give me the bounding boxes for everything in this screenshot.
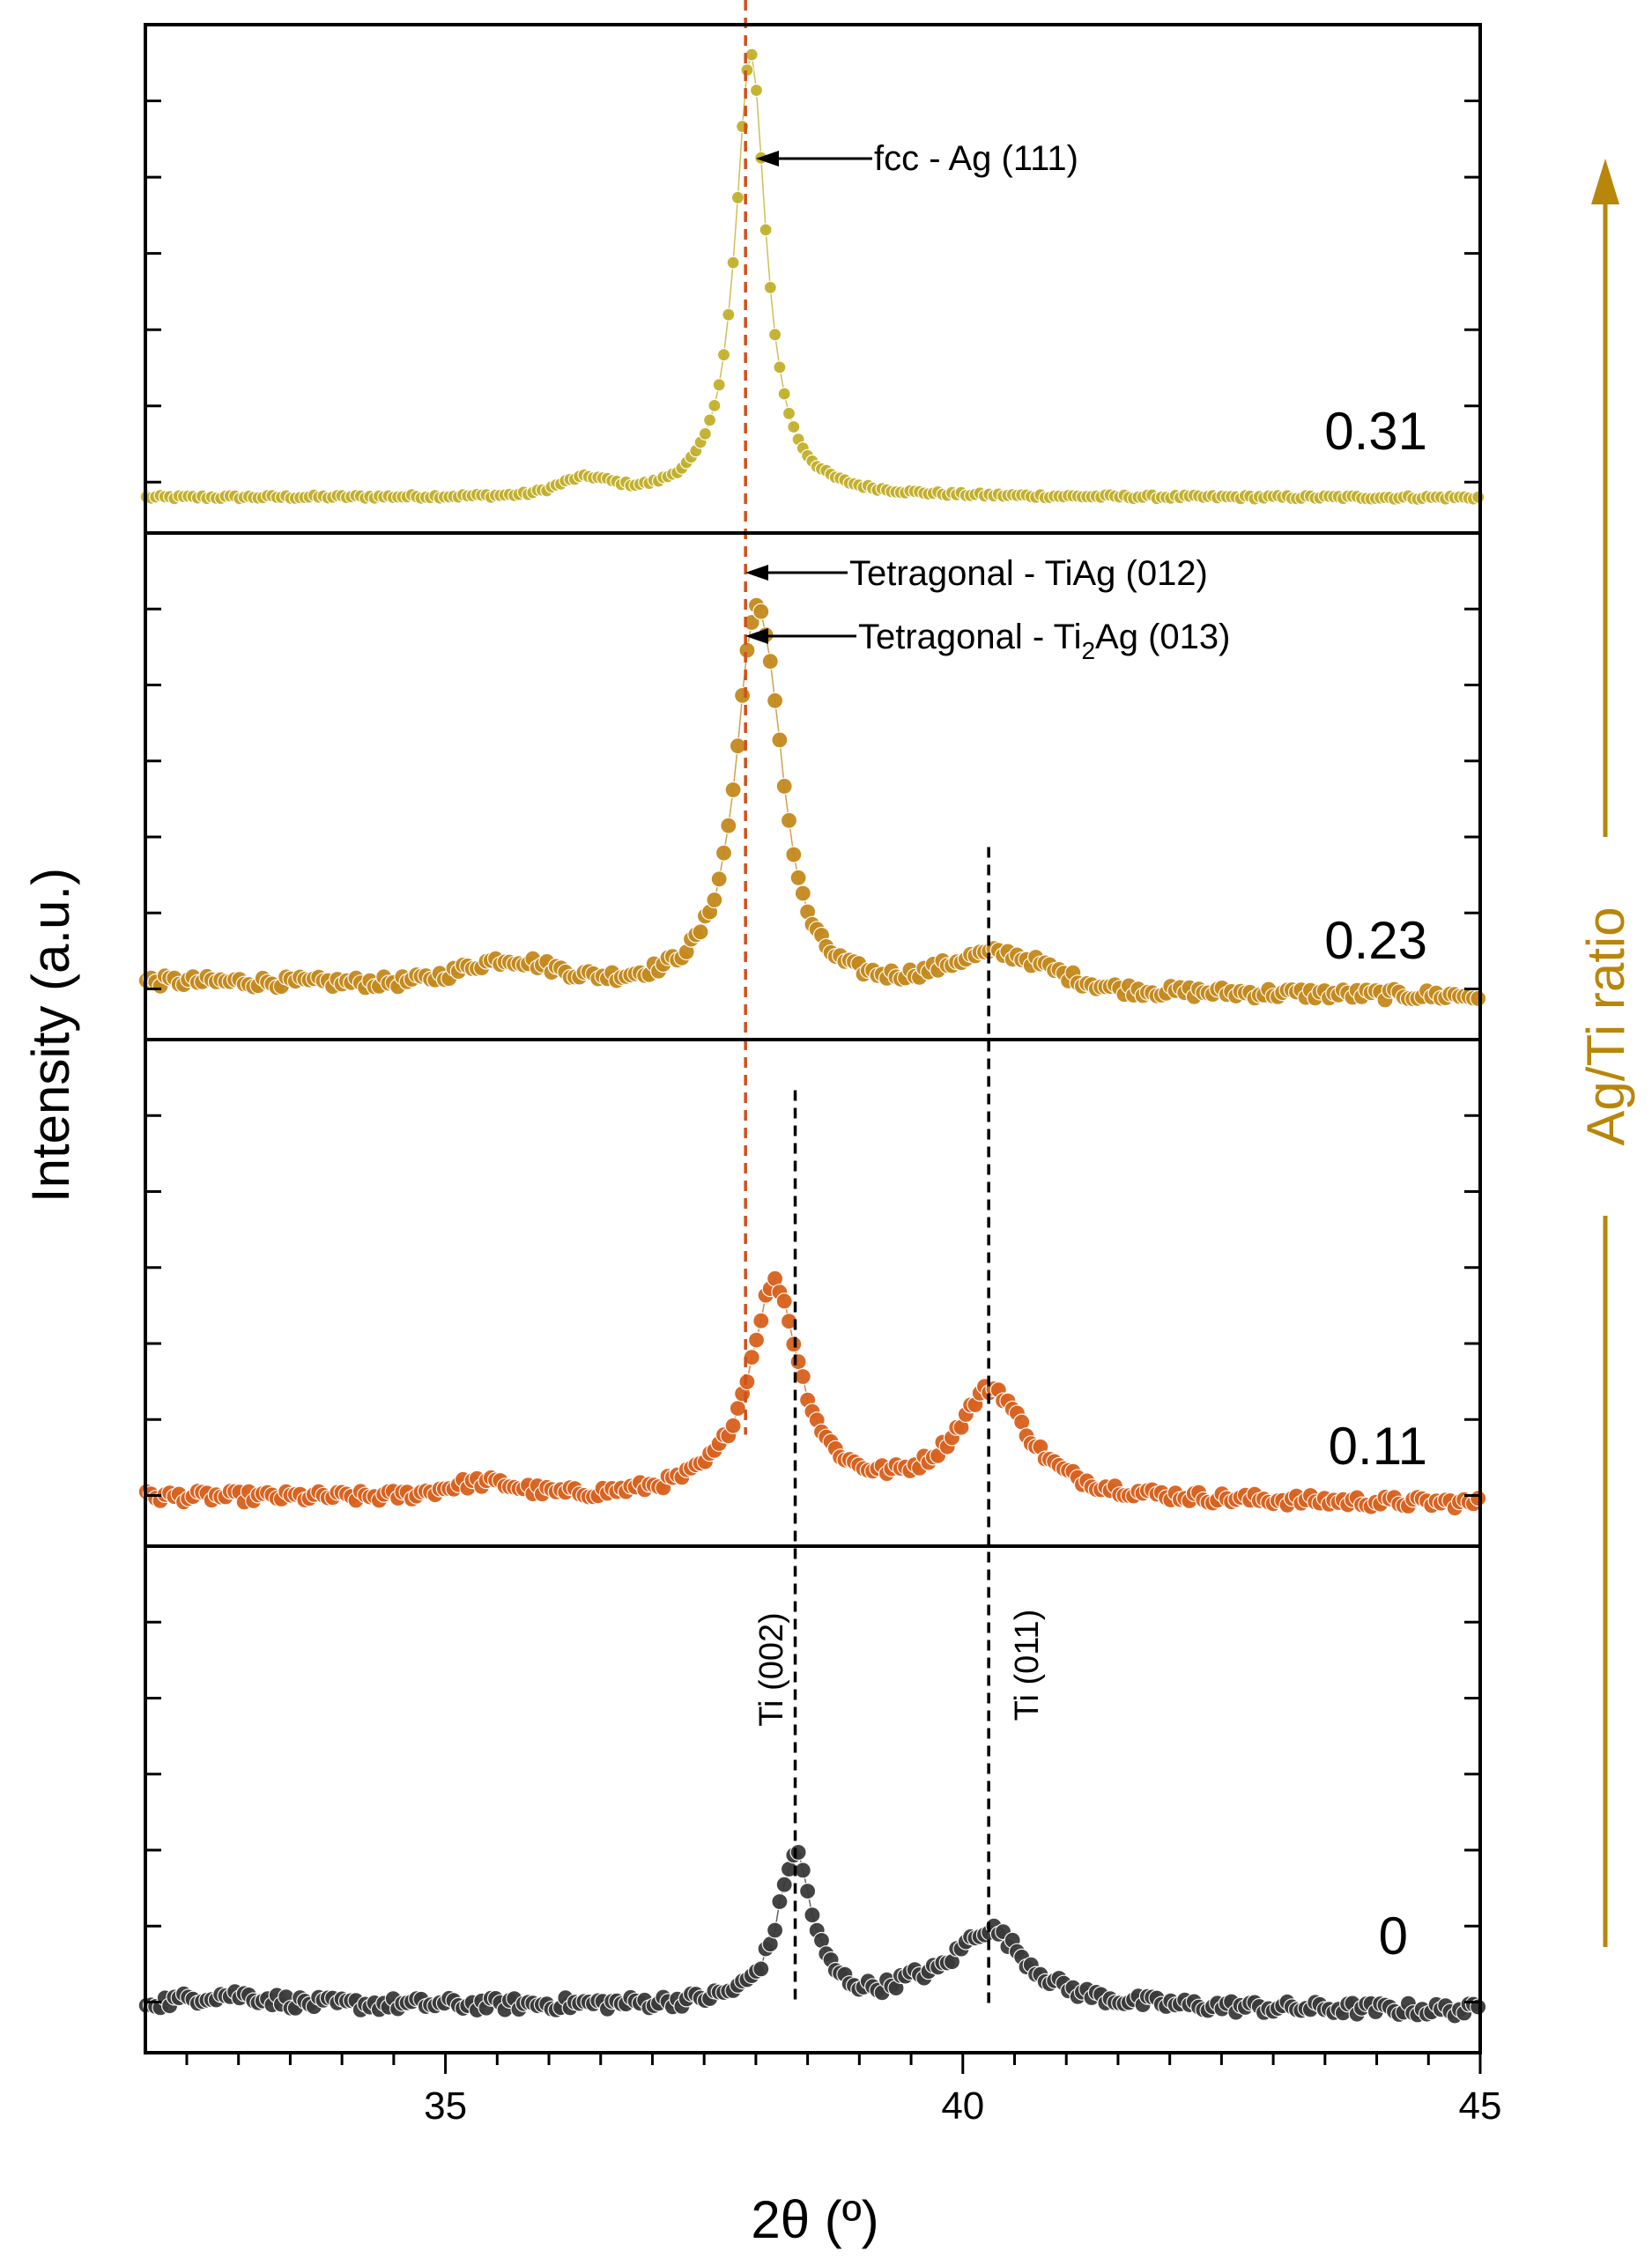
annotation-fcc-ag-text: fcc - Ag (111) xyxy=(874,139,1078,178)
sample-label-011: 0.11 xyxy=(1329,1417,1427,1476)
data-point-023-134 xyxy=(761,653,779,670)
data-point-023-141 xyxy=(794,885,811,902)
x-tick-label-45: 45 xyxy=(1459,2084,1502,2128)
arrow-head xyxy=(745,628,768,644)
data-point-011-126 xyxy=(724,1417,742,1434)
data-point-0-136 xyxy=(771,1892,789,1911)
annotation-ti2ag-013-text: Tetragonal - Ti2Ag (013) xyxy=(858,618,1230,664)
data-point-031-134 xyxy=(763,280,777,294)
data-point-011-286 xyxy=(1470,1490,1487,1507)
data-point-023-138 xyxy=(780,811,798,829)
data-point-023-126 xyxy=(724,781,742,799)
data-point-023-123 xyxy=(710,870,728,888)
data-point-023-119 xyxy=(692,923,709,941)
data-point-031-122 xyxy=(707,398,722,412)
data-point-011-132 xyxy=(752,1312,770,1329)
data-point-031-127 xyxy=(730,190,745,204)
data-point-031-286 xyxy=(1471,490,1485,504)
panel-ratio-023 xyxy=(137,596,1487,1009)
axis-ticks xyxy=(145,100,1482,2074)
data-point-031-137 xyxy=(777,387,791,401)
sample-label-023: 0.23 xyxy=(1324,911,1427,970)
annotation-fcc-ag: fcc - Ag (111) xyxy=(756,139,1078,178)
panel-ratio-0 xyxy=(137,1843,1487,2025)
data-point-011-127 xyxy=(729,1399,747,1418)
data-point-031-125 xyxy=(722,307,736,322)
annotation-ti2ag-013: Tetragonal - Ti2Ag (013) xyxy=(745,618,1230,664)
panel-frame-2 xyxy=(144,1038,1482,1548)
data-point-023-136 xyxy=(771,731,789,749)
data-point-031-123 xyxy=(712,378,726,392)
data-point-0-137 xyxy=(775,1876,793,1893)
data-point-031-138 xyxy=(782,406,796,420)
data-point-0-135 xyxy=(766,1921,784,1939)
ratio-arrow-head xyxy=(1591,159,1619,204)
sample-label-0: 0 xyxy=(1379,1906,1408,1966)
data-point-023-139 xyxy=(785,846,803,863)
panel-frame-3 xyxy=(144,1544,1482,2054)
series-line-0.23 xyxy=(145,603,1478,1002)
data-point-023-128 xyxy=(733,686,752,705)
data-point-031-124 xyxy=(716,348,731,362)
data-point-023-135 xyxy=(766,692,784,709)
panel-ratio-031 xyxy=(139,48,1485,507)
ratio-arrow-label: Ag/Ti ratio xyxy=(1576,907,1635,1145)
sample-label-031: 0.31 xyxy=(1324,402,1427,461)
data-point-031-130 xyxy=(745,48,759,62)
annotation-tiag-012: Tetragonal - TiAg (012) xyxy=(745,554,1208,593)
data-point-011-130 xyxy=(743,1348,760,1366)
data-point-031-120 xyxy=(698,426,713,440)
data-point-023-132 xyxy=(752,603,770,620)
x-axis-label: 2θ (º) xyxy=(751,2190,878,2249)
data-point-011-137 xyxy=(775,1292,793,1310)
data-point-023-286 xyxy=(1470,989,1487,1008)
data-point-023-122 xyxy=(706,891,723,909)
data-point-011-140 xyxy=(789,1353,807,1371)
reference-lines xyxy=(744,0,990,2004)
annotation-ti-002: Ti (002) xyxy=(753,1612,790,1727)
y-axis-label: Intensity (a.u.) xyxy=(21,868,80,1203)
annotation-ti-011: Ti (011) xyxy=(1009,1610,1046,1721)
arrow-head xyxy=(745,565,768,581)
annotation-tiag-012-text: Tetragonal - TiAg (012) xyxy=(849,554,1208,593)
data-point-031-133 xyxy=(759,223,773,237)
panel-ratio-011 xyxy=(137,1270,1487,1517)
panel-frames xyxy=(144,23,1482,2054)
arrow-head xyxy=(756,151,779,167)
data-point-023-137 xyxy=(775,777,793,796)
x-tick-label-35: 35 xyxy=(424,2084,467,2128)
data-point-031-139 xyxy=(787,419,801,434)
data-point-0-141 xyxy=(794,1862,811,1879)
data-point-011-131 xyxy=(747,1331,766,1349)
data-point-031-135 xyxy=(767,328,782,342)
data-point-031-121 xyxy=(702,413,717,427)
data-point-0-132 xyxy=(752,1960,770,1978)
data-point-023-130 xyxy=(743,613,760,632)
data-point-031-126 xyxy=(726,255,740,270)
data-point-0-142 xyxy=(798,1883,817,1900)
panel-frame-1 xyxy=(144,531,1482,1041)
data-point-031-131 xyxy=(749,83,764,98)
series-line-0.31 xyxy=(146,54,1478,500)
data-point-023-140 xyxy=(789,869,807,886)
data-point-0-143 xyxy=(804,1906,821,1924)
x-tick-label-40: 40 xyxy=(941,2084,984,2128)
ratio-arrow: Ag/Ti ratio xyxy=(1576,159,1635,1947)
data-point-023-127 xyxy=(729,737,747,755)
data-point-011-138 xyxy=(780,1313,798,1330)
data-point-023-124 xyxy=(715,844,733,862)
data-point-023-125 xyxy=(720,817,737,834)
data-point-0-140 xyxy=(789,1843,807,1862)
data-point-031-136 xyxy=(773,360,787,374)
data-point-011-141 xyxy=(794,1367,811,1386)
